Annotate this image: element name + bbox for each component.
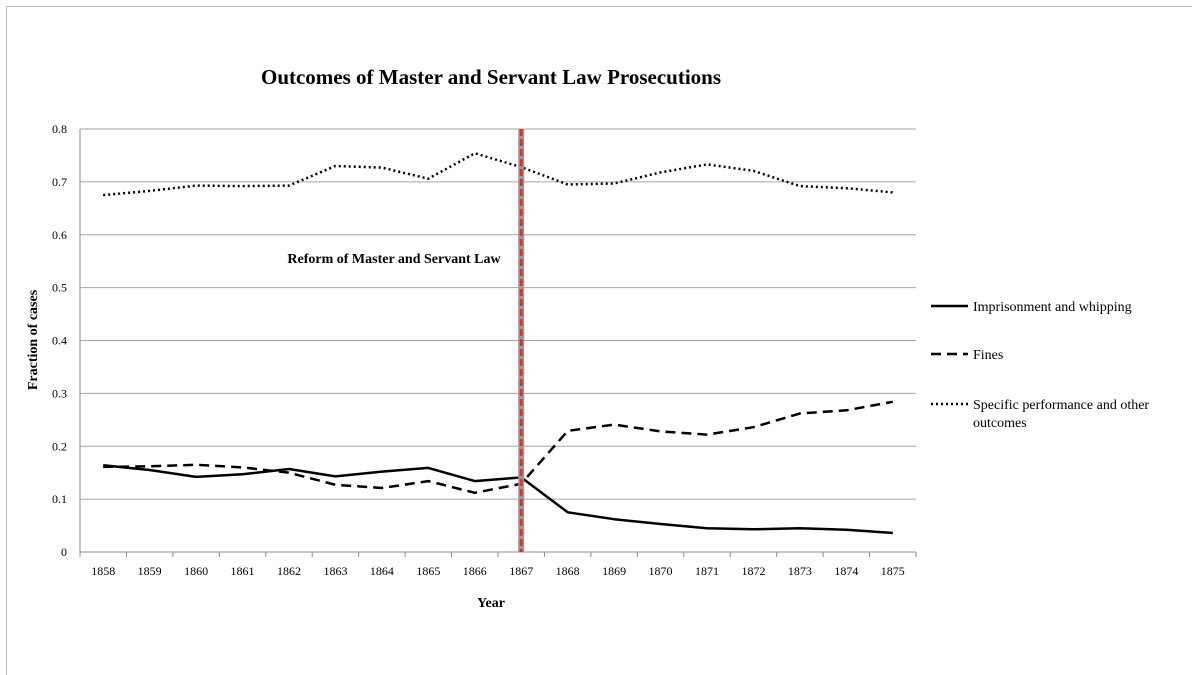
y-axis-title: Fraction of cases [26, 289, 41, 390]
x-tick-label: 1866 [463, 564, 487, 578]
x-tick-label: 1874 [834, 564, 858, 578]
chart-title: Outcomes of Master and Servant Law Prose… [261, 65, 721, 89]
x-tick-label: 1864 [370, 564, 394, 578]
x-tick-labels: 1858 1859 1860 1861 1862 1863 1864 1865 1866 1867… [91, 564, 905, 578]
x-tick-label: 1860 [184, 564, 208, 578]
x-tick-label: 1863 [323, 564, 347, 578]
chart-frame [6, 6, 1192, 675]
legend-label: Fines [973, 348, 1003, 363]
x-axis-title: Year [477, 596, 505, 611]
y-tick-label: 0.4 [52, 334, 67, 348]
gridlines [79, 128, 917, 557]
legend-label: Specific performance and other outcomes [973, 398, 1149, 431]
y-tick-label: 0.1 [52, 492, 67, 506]
legend: Imprisonment and whipping Fines Specific p… [931, 300, 1149, 431]
x-tick-label: 1867 [509, 564, 533, 578]
y-tick-label: 0.8 [52, 122, 67, 136]
x-tick-label: 1869 [602, 564, 626, 578]
y-tick-label: 0.5 [52, 281, 67, 295]
y-tick-labels: 0 0.1 0.2 0.3 0.4 0.5 0.6 0.7 0.8 [52, 122, 67, 559]
x-tick-label: 1865 [416, 564, 440, 578]
x-tick-label: 1872 [741, 564, 765, 578]
reform-annotation: Reform of Master and Servant Law [287, 252, 501, 267]
x-tick-label: 1875 [881, 564, 905, 578]
x-tick-label: 1868 [556, 564, 580, 578]
x-tick-label: 1861 [231, 564, 255, 578]
x-tick-label: 1873 [788, 564, 812, 578]
x-tick-label: 1862 [277, 564, 301, 578]
y-tick-label: 0.6 [52, 228, 67, 242]
series-line-2 [103, 152, 893, 197]
x-tick-label: 1870 [649, 564, 673, 578]
legend-label: Imprisonment and whipping [973, 300, 1132, 315]
y-tick-label: 0 [61, 545, 67, 559]
y-tick-label: 0.3 [52, 386, 67, 400]
x-tick-label: 1858 [91, 564, 115, 578]
y-tick-label: 0.7 [52, 175, 67, 189]
x-tick-label: 1871 [695, 564, 719, 578]
series-line-1 [103, 400, 894, 495]
series-lines [103, 152, 894, 535]
y-tick-label: 0.2 [52, 439, 67, 453]
series-line-0 [103, 464, 893, 535]
x-tick-label: 1859 [138, 564, 162, 578]
